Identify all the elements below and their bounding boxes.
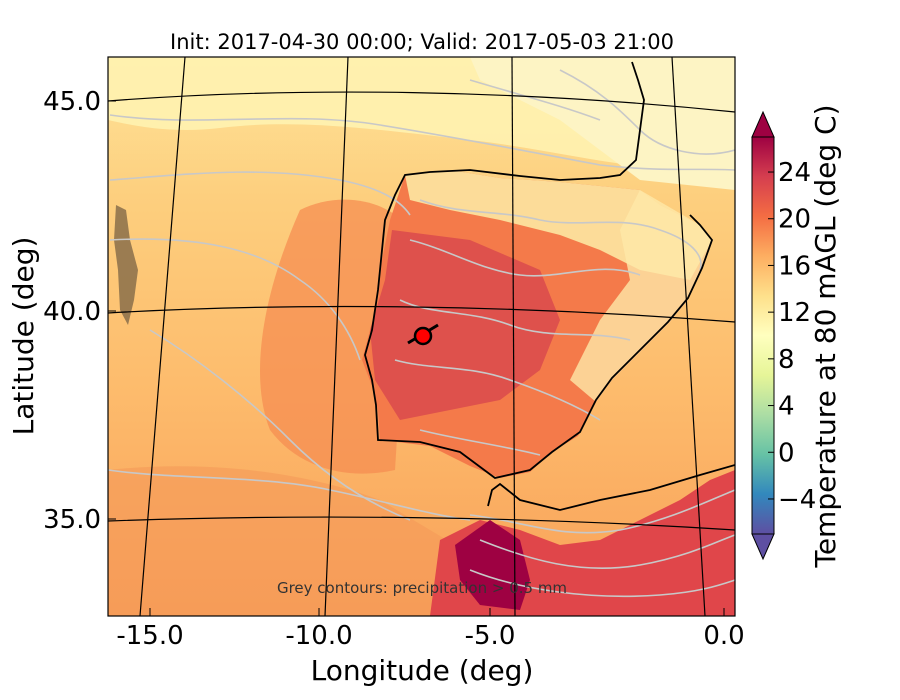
precipitation-note: Grey contours: precipitation > 0.5 mm [277, 579, 567, 597]
location-marker [407, 323, 439, 346]
cool-patch-northwest [114, 205, 138, 325]
y-tick-label: 35.0 [43, 505, 101, 535]
colorbar-label: Temperature at 80 mAGL (deg C) [809, 104, 842, 568]
x-tick-label: -15.0 [116, 621, 183, 651]
warm-sea-southwest [108, 466, 480, 616]
y-tick-label: 40.0 [43, 297, 101, 327]
x-axis-label: Longitude (deg) [311, 654, 534, 687]
colorbar-tick-label: 20 [778, 205, 811, 235]
precipitation-contours [108, 69, 735, 598]
colorbar-tick-label: 24 [778, 158, 811, 188]
x-tick-label: -5.0 [465, 621, 516, 651]
colorbar-extend-max [751, 110, 775, 138]
colorbar-tick-label: 0 [778, 438, 795, 468]
x-tick-label: -10.0 [285, 621, 352, 651]
colorbar-tick-label: 12 [778, 298, 811, 328]
plot-frame [107, 56, 736, 617]
iberia-cool-east [570, 190, 712, 402]
africa-hot-core [455, 520, 530, 610]
y-axis-label: Latitude (deg) [7, 237, 40, 436]
map-plot-area: Grey contours: precipitation > 0.5 mm [108, 57, 735, 616]
coastline [364, 61, 714, 479]
cool-region-france [470, 57, 735, 190]
colorbar-ticks: −4 0 4 8 12 16 20 24 [768, 158, 816, 515]
colorbar-tick-label: 16 [778, 251, 811, 281]
x-axis-ticks: -15.0 -10.0 -5.0 0.0 [116, 608, 745, 651]
y-tick-label: 45.0 [43, 87, 101, 117]
graticule [108, 57, 735, 616]
coastline-africa [487, 464, 735, 511]
colorbar: −4 0 4 8 12 16 20 24 [751, 110, 816, 561]
chart-title: Init: 2017-04-30 00:00; Valid: 2017-05-0… [170, 30, 674, 54]
x-tick-label: 0.0 [703, 621, 744, 651]
warm-sea-west [260, 199, 410, 474]
colorbar-tick-label: 4 [778, 392, 795, 422]
colorbar-gradient [751, 136, 775, 535]
y-axis-ticks: 45.0 40.0 35.0 [43, 87, 116, 535]
iberia-hot-core [370, 230, 560, 420]
colorbar-tick-label: −4 [778, 485, 816, 515]
colorbar-extend-min [751, 533, 775, 561]
colorbar-tick-label: 8 [778, 345, 795, 375]
